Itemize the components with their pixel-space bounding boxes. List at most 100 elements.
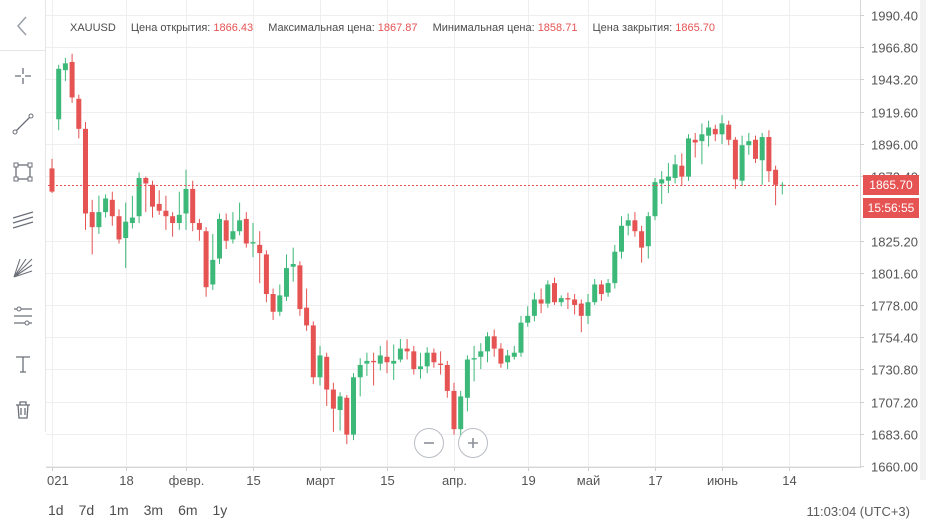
parallel-channel-tool[interactable] bbox=[0, 200, 46, 240]
candle-body bbox=[565, 298, 571, 300]
candle-body bbox=[464, 359, 470, 398]
candle bbox=[719, 115, 725, 144]
candle bbox=[330, 382, 336, 432]
candle-body bbox=[56, 68, 62, 120]
fib-fan-tool[interactable] bbox=[0, 248, 46, 288]
trend-line-icon bbox=[12, 113, 34, 135]
x-tick-label: 15 bbox=[246, 473, 260, 488]
candle-body bbox=[384, 356, 390, 363]
time-axis: 021 18 февр. 15 март 15 апр. 19 май 17 июнь 14 bbox=[47, 467, 797, 488]
candle-body bbox=[230, 231, 236, 240]
candle-body bbox=[552, 283, 557, 303]
candle bbox=[337, 392, 343, 431]
period-1m[interactable]: 1m bbox=[109, 502, 129, 518]
fib-retracement-tool[interactable] bbox=[0, 296, 46, 336]
y-tick-label: 1660.00 bbox=[871, 460, 918, 475]
y-tick-label: 1966.80 bbox=[871, 41, 918, 56]
candle bbox=[639, 225, 645, 263]
candle bbox=[290, 247, 296, 282]
candle bbox=[578, 299, 584, 333]
ohlc-legend: XAUUSD Цена открытия: 1866.43 Максимальна… bbox=[70, 22, 727, 34]
candle bbox=[371, 352, 377, 386]
candle bbox=[471, 345, 477, 382]
candle-body bbox=[76, 98, 82, 129]
x-tick-label: 15 bbox=[380, 473, 394, 488]
drawing-toolbar bbox=[0, 0, 46, 432]
candle-body bbox=[585, 302, 591, 316]
candle-body bbox=[96, 212, 102, 228]
candle bbox=[364, 352, 370, 376]
candle-body bbox=[491, 336, 497, 349]
candle-body bbox=[337, 396, 343, 411]
y-tick-label: 1825.20 bbox=[871, 235, 918, 250]
candle-body bbox=[411, 351, 417, 370]
candle bbox=[237, 202, 243, 236]
candle-body bbox=[746, 141, 752, 146]
candle-body bbox=[183, 188, 189, 214]
candle bbox=[485, 332, 490, 363]
x-tick-label: май bbox=[577, 473, 600, 488]
candle bbox=[759, 132, 765, 185]
period-7d[interactable]: 7d bbox=[78, 502, 95, 518]
candle-body bbox=[478, 351, 484, 357]
candle bbox=[344, 395, 350, 445]
text-tool[interactable] bbox=[0, 344, 46, 384]
candle-body bbox=[196, 223, 202, 230]
candle-body bbox=[129, 217, 135, 224]
crosshair-icon bbox=[15, 68, 31, 84]
candle bbox=[170, 212, 176, 237]
candle bbox=[49, 158, 55, 193]
candle-body bbox=[69, 61, 75, 98]
candle bbox=[598, 280, 604, 301]
candle bbox=[143, 176, 149, 213]
zoom-out-button[interactable] bbox=[414, 428, 444, 458]
crosshair-tool[interactable] bbox=[0, 56, 46, 96]
candle-body bbox=[759, 137, 765, 161]
candle bbox=[129, 195, 135, 229]
candle-body bbox=[203, 231, 209, 288]
candle-body bbox=[773, 169, 779, 185]
y-tick-label: 1990.40 bbox=[871, 9, 918, 24]
candle-body bbox=[632, 220, 638, 232]
candle-body bbox=[290, 263, 296, 267]
candle-body bbox=[391, 360, 397, 364]
candle-body bbox=[344, 397, 350, 435]
zoom-in-button[interactable] bbox=[458, 428, 488, 458]
back-button[interactable] bbox=[0, 6, 46, 46]
candle bbox=[699, 123, 705, 165]
candle bbox=[123, 202, 129, 269]
candle-body bbox=[49, 168, 55, 192]
candle bbox=[89, 199, 95, 255]
rectangle-tool[interactable] bbox=[0, 152, 46, 192]
candle-body bbox=[739, 145, 745, 181]
candle bbox=[726, 120, 732, 146]
period-6m[interactable]: 6m bbox=[178, 502, 198, 518]
candle-body bbox=[444, 364, 450, 391]
delete-drawings-button[interactable] bbox=[0, 390, 46, 430]
candle-body bbox=[692, 139, 698, 143]
candle bbox=[619, 216, 624, 259]
candle-body bbox=[170, 216, 176, 224]
candle-body bbox=[686, 138, 691, 177]
candles-layer bbox=[49, 53, 785, 445]
x-tick-label: март bbox=[306, 473, 335, 488]
candle bbox=[431, 348, 437, 368]
fib-fan-icon bbox=[13, 258, 33, 278]
candle-body bbox=[485, 336, 490, 352]
candle-body bbox=[371, 360, 377, 363]
candle-body bbox=[578, 303, 584, 316]
candle-body bbox=[766, 137, 772, 172]
period-1y[interactable]: 1y bbox=[212, 502, 228, 518]
candle-body bbox=[270, 294, 276, 312]
period-1d[interactable]: 1d bbox=[48, 502, 64, 518]
candle-body bbox=[712, 128, 718, 135]
y-tick-label: 1943.20 bbox=[871, 73, 918, 88]
trend-line-tool[interactable] bbox=[0, 104, 46, 144]
candle-body bbox=[518, 322, 524, 353]
candle-body bbox=[150, 184, 155, 207]
candle bbox=[766, 130, 772, 183]
candle bbox=[773, 165, 779, 206]
period-3m[interactable]: 3m bbox=[143, 502, 164, 518]
candle-body bbox=[726, 124, 732, 140]
